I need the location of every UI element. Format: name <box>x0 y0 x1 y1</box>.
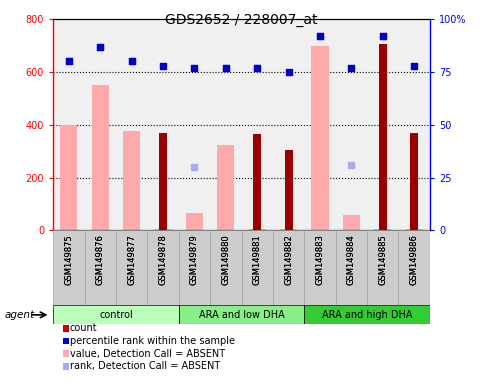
Point <box>348 162 355 168</box>
Point <box>159 63 167 69</box>
Bar <box>159 133 167 230</box>
Text: GSM149885: GSM149885 <box>378 234 387 285</box>
Bar <box>186 213 203 230</box>
Text: GSM149876: GSM149876 <box>96 234 105 285</box>
Bar <box>406 229 423 230</box>
Text: GSM149881: GSM149881 <box>253 234 262 285</box>
Text: GSM149884: GSM149884 <box>347 234 356 285</box>
Point <box>97 44 104 50</box>
Text: ARA and high DHA: ARA and high DHA <box>322 310 412 320</box>
Text: GSM149876: GSM149876 <box>96 234 105 285</box>
Point <box>411 63 418 69</box>
Bar <box>123 131 140 230</box>
Point <box>316 33 324 39</box>
Point <box>128 58 135 65</box>
Text: control: control <box>99 310 133 320</box>
Text: rank, Detection Call = ABSENT: rank, Detection Call = ABSENT <box>70 361 220 371</box>
Point <box>222 65 230 71</box>
Text: count: count <box>70 323 98 333</box>
Point <box>222 65 230 71</box>
Bar <box>312 46 328 230</box>
Bar <box>60 125 77 230</box>
Point <box>379 33 387 39</box>
Bar <box>374 229 391 230</box>
Text: GDS2652 / 228007_at: GDS2652 / 228007_at <box>165 13 318 27</box>
Text: GSM149878: GSM149878 <box>158 234 168 285</box>
Point <box>65 58 73 65</box>
Text: GSM149883: GSM149883 <box>315 234 325 285</box>
Text: GSM149886: GSM149886 <box>410 234 419 285</box>
Bar <box>343 215 360 230</box>
Bar <box>336 230 367 305</box>
Bar <box>280 229 297 230</box>
Text: GSM149879: GSM149879 <box>190 234 199 285</box>
Bar <box>379 44 387 230</box>
Text: GSM149884: GSM149884 <box>347 234 356 285</box>
Text: GSM149886: GSM149886 <box>410 234 419 285</box>
Bar <box>304 305 430 324</box>
Bar <box>155 229 171 230</box>
Bar <box>179 305 304 324</box>
Text: agent: agent <box>5 310 35 320</box>
Text: GSM149877: GSM149877 <box>127 234 136 285</box>
Text: GSM149877: GSM149877 <box>127 234 136 285</box>
Point <box>128 58 135 65</box>
Bar <box>410 133 418 230</box>
Text: GSM149878: GSM149878 <box>158 234 168 285</box>
Bar <box>210 230 242 305</box>
Bar <box>147 230 179 305</box>
Bar <box>179 230 210 305</box>
Point <box>316 33 324 39</box>
Bar <box>273 230 304 305</box>
Text: GSM149880: GSM149880 <box>221 234 230 285</box>
Point <box>379 33 387 39</box>
Bar <box>249 229 266 230</box>
Point <box>285 69 293 75</box>
Point <box>97 44 104 50</box>
Bar <box>85 230 116 305</box>
Point <box>253 65 261 71</box>
Point <box>253 65 261 71</box>
Text: value, Detection Call = ABSENT: value, Detection Call = ABSENT <box>70 349 225 359</box>
Bar <box>304 230 336 305</box>
Bar <box>92 85 109 230</box>
Bar <box>53 305 179 324</box>
Bar <box>217 145 234 230</box>
Bar <box>253 134 261 230</box>
Text: GSM149882: GSM149882 <box>284 234 293 285</box>
Text: GSM149875: GSM149875 <box>64 234 73 285</box>
Point <box>191 65 199 71</box>
Bar <box>398 230 430 305</box>
Text: GSM149879: GSM149879 <box>190 234 199 285</box>
Bar <box>284 150 293 230</box>
Text: ARA and low DHA: ARA and low DHA <box>199 310 284 320</box>
Text: percentile rank within the sample: percentile rank within the sample <box>70 336 235 346</box>
Text: GSM149881: GSM149881 <box>253 234 262 285</box>
Text: GSM149885: GSM149885 <box>378 234 387 285</box>
Text: GSM149880: GSM149880 <box>221 234 230 285</box>
Point <box>348 65 355 71</box>
Text: GSM149883: GSM149883 <box>315 234 325 285</box>
Bar <box>367 230 398 305</box>
Point <box>191 164 199 170</box>
Text: GSM149875: GSM149875 <box>64 234 73 285</box>
Bar <box>53 230 85 305</box>
Bar <box>242 230 273 305</box>
Text: GSM149882: GSM149882 <box>284 234 293 285</box>
Bar <box>116 230 147 305</box>
Point <box>65 58 73 65</box>
